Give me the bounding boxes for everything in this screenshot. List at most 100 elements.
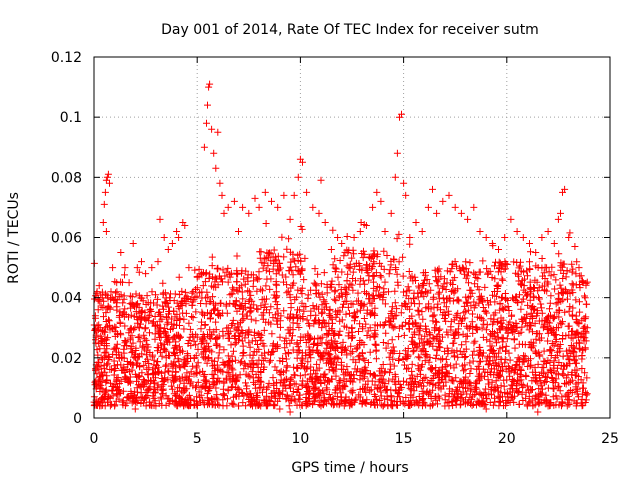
data-point [214,281,222,289]
data-point [286,315,294,322]
data-point [336,400,344,408]
data-point [536,352,544,360]
data-point [203,288,211,296]
data-point [474,283,482,291]
data-point [137,320,144,328]
data-point [157,369,165,377]
data-point [408,333,416,341]
data-point [188,313,196,320]
data-point [142,270,150,278]
data-point [442,312,449,319]
data-point [260,366,267,373]
data-point [190,337,198,345]
y-tick-label: 0.08 [51,170,82,186]
data-point [286,215,294,223]
data-point [125,279,133,287]
data-point [581,334,589,342]
data-point [230,347,237,355]
data-point [150,379,158,387]
data-point [217,367,225,375]
data-point [309,302,317,310]
data-point [389,355,397,363]
data-point [565,234,573,241]
data-point [477,314,485,322]
data-point [384,340,392,348]
data-point [429,400,437,408]
data-point [361,363,369,371]
data-point [254,363,262,371]
data-point [559,275,567,282]
data-point [176,346,184,354]
data-point [429,185,436,193]
data-point [538,334,545,342]
data-point [569,304,577,312]
data-point [517,305,525,313]
data-point [385,288,392,296]
data-point [117,291,125,299]
data-point [167,326,174,333]
data-point [144,355,152,363]
data-point [304,336,312,344]
data-point [185,264,193,272]
data-point [265,358,273,366]
data-point [183,369,191,377]
data-point [554,371,562,379]
data-point [347,349,355,357]
data-point [340,300,347,308]
data-point [554,364,561,372]
data-point [140,377,148,385]
data-point [417,370,425,378]
data-point [334,355,342,363]
data-point [431,324,439,332]
data-point [356,320,364,328]
data-point [99,219,107,226]
data-point [135,268,143,276]
data-point [561,185,569,193]
data-point [440,382,448,390]
data-point [576,298,583,306]
data-point [393,305,401,313]
data-point [410,339,418,347]
data-point [470,339,478,347]
data-point [546,319,554,327]
data-point [289,388,297,395]
data-point [443,344,451,352]
data-point [153,384,161,392]
data-point [96,324,104,332]
data-point [213,265,221,273]
data-point [358,301,366,309]
data-point [494,392,502,400]
data-point [229,284,236,292]
data-point [169,362,177,370]
data-point [506,356,514,364]
data-point [370,390,378,398]
data-point [245,339,253,347]
data-point [230,286,238,294]
data-point [286,291,294,299]
data-point [480,320,488,328]
data-point [441,396,449,404]
data-point [523,402,531,410]
data-point [349,286,357,294]
data-point [266,268,273,276]
data-point [544,337,552,345]
data-point [404,345,412,352]
data-point [359,254,367,262]
data-point [277,323,284,331]
data-point [402,353,410,361]
data-point [551,285,559,293]
data-point [475,350,483,358]
data-point [141,395,148,403]
data-point [339,303,346,311]
data-point [195,265,203,273]
data-point [420,390,428,398]
data-point [113,279,121,287]
data-point [168,320,176,328]
data-point [290,191,298,199]
data-point [434,282,442,290]
data-point [278,390,286,398]
data-point [503,325,511,333]
data-point [513,228,521,235]
data-point [288,374,296,382]
data-point [186,400,194,408]
